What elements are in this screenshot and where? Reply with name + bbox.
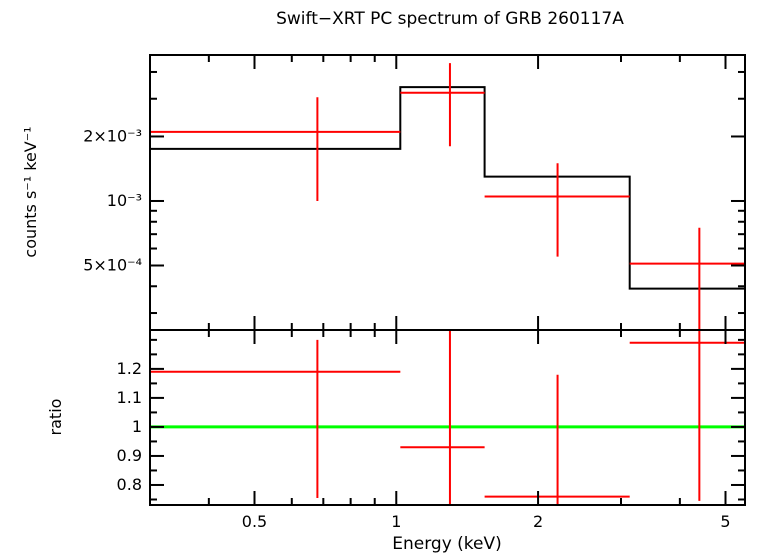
x-tick-label: 5 <box>720 512 730 531</box>
x-tick-label: 0.5 <box>242 512 267 531</box>
y-axis-label-counts: counts s⁻¹ keV⁻¹ <box>21 126 40 257</box>
y-tick-label: 2×10⁻³ <box>83 126 142 145</box>
x-axis-label: Energy (keV) <box>392 534 502 554</box>
y-tick-label: 1 <box>132 417 142 436</box>
x-tick-label: 1 <box>391 512 401 531</box>
y-axis-label-ratio: ratio <box>46 399 65 436</box>
y-tick-label: 0.8 <box>117 475 142 494</box>
y-tick-label: 1.2 <box>117 359 142 378</box>
y-tick-label: 10⁻³ <box>107 191 142 210</box>
y-tick-label: 1.1 <box>117 388 142 407</box>
y-tick-label: 5×10⁻⁴ <box>83 255 142 274</box>
y-tick-label: 0.9 <box>117 446 142 465</box>
model-step-line <box>150 86 745 290</box>
x-tick-label: 2 <box>533 512 543 531</box>
panel-frame <box>149 329 746 506</box>
plot-title: Swift−XRT PC spectrum of GRB 260117A <box>276 9 624 29</box>
